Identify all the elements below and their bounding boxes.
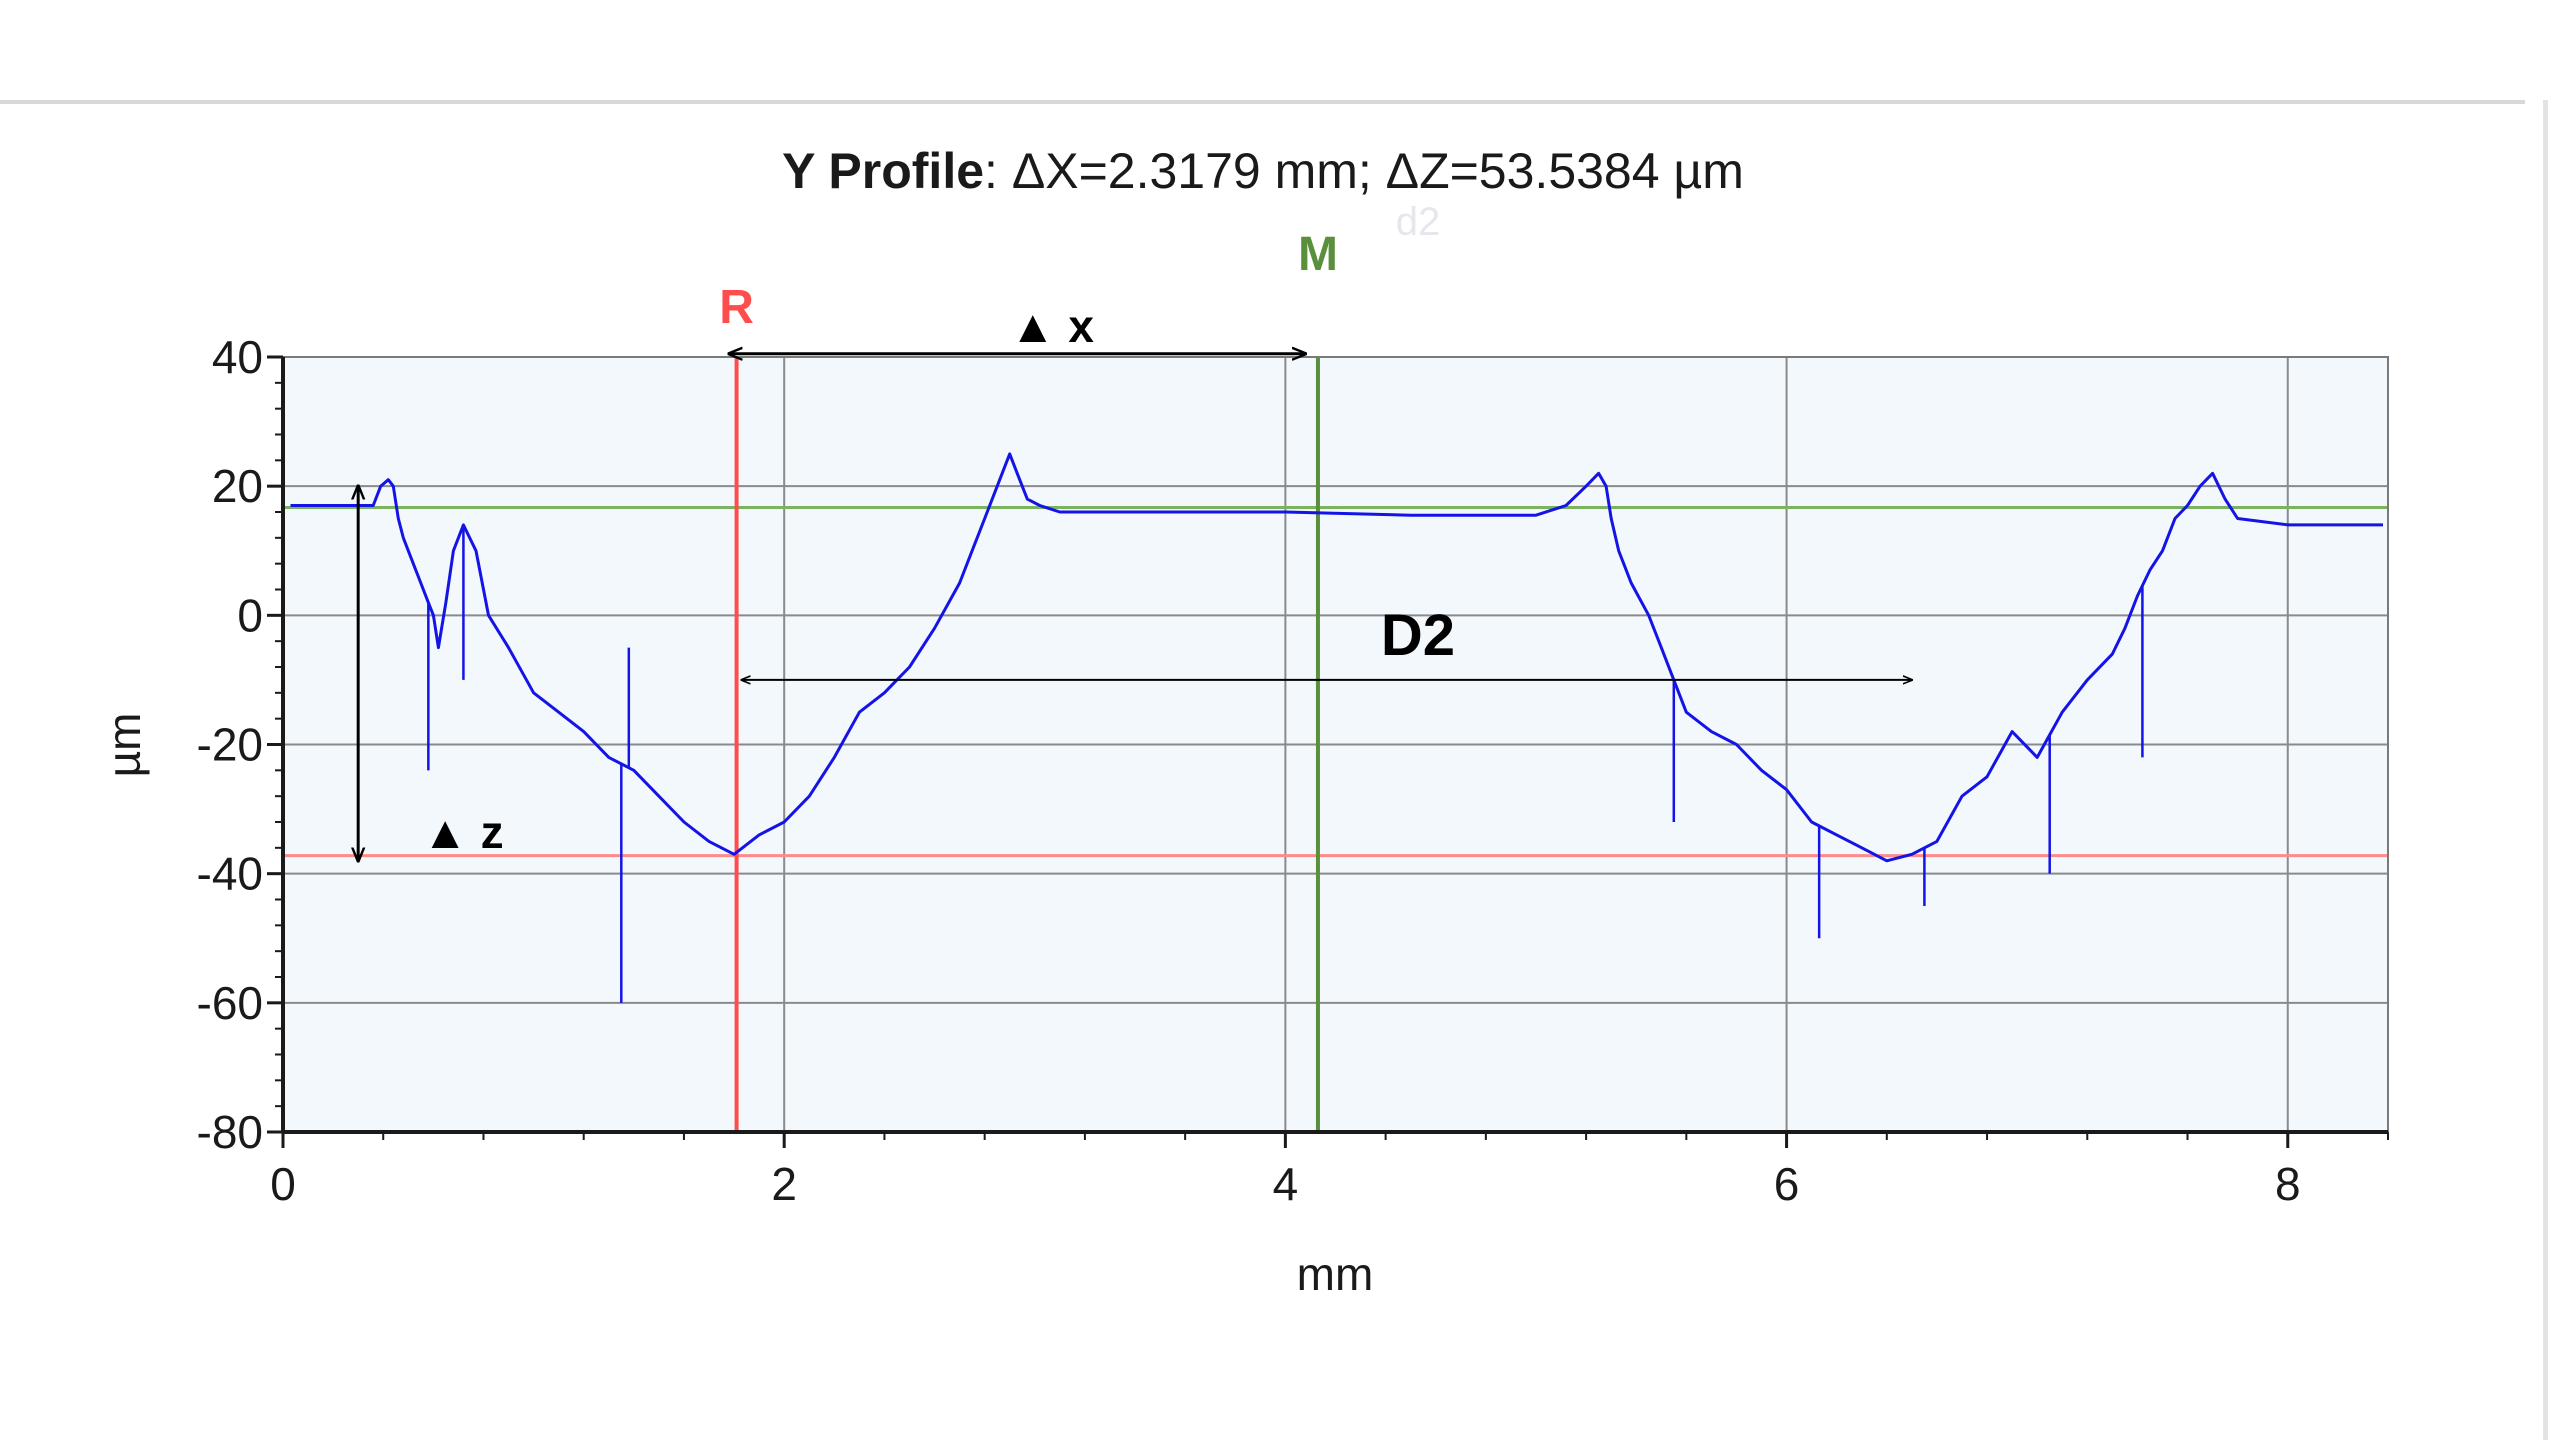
delta-z-label: ▲ z xyxy=(422,806,503,858)
x-tick-label-0: 0 xyxy=(270,1158,296,1210)
y-tick-label-1: -60 xyxy=(197,977,263,1029)
y-tick-label-4: 0 xyxy=(237,589,263,641)
series-group xyxy=(290,452,2383,1003)
chart-title-measurement: : ΔX=2.3179 mm; ΔZ=53.5384 µm xyxy=(984,143,1744,199)
y-tick-label-2: -40 xyxy=(197,848,263,900)
cursor-label-m: M xyxy=(1298,228,1338,281)
chart-title-main: Y Profile xyxy=(782,143,984,199)
x-tick-label-1: 2 xyxy=(771,1158,797,1210)
profile-series-line-0 xyxy=(290,452,2383,863)
x-tick-label-3: 6 xyxy=(1774,1158,1800,1210)
x-tick-label-2: 4 xyxy=(1273,1158,1299,1210)
annotations-group xyxy=(358,354,1912,861)
y-tick-label-3: -20 xyxy=(197,719,263,771)
delta-x-label: ▲ x xyxy=(1010,300,1094,352)
reference-lines-group: RM xyxy=(283,228,2388,1132)
cursor-label-r: R xyxy=(719,281,754,334)
right-divider xyxy=(2543,100,2548,1440)
x-tick-label-4: 8 xyxy=(2275,1158,2301,1210)
y-tick-label-6: 40 xyxy=(212,331,263,383)
y-tick-label-0: -80 xyxy=(197,1106,263,1158)
x-axis-label: mm xyxy=(1297,1248,1374,1300)
chart-title: Y Profile: ΔX=2.3179 mm; ΔZ=53.5384 µm xyxy=(782,143,1744,199)
d2-label: D2 xyxy=(1381,603,1455,668)
axes-group: -80 -60 -40 -20 0 20 40 0 2 4 6 8 xyxy=(197,331,2389,1210)
y-tick-label-5: 20 xyxy=(212,460,263,512)
faint-d2-label: d2 xyxy=(1396,200,1441,244)
top-divider xyxy=(0,100,2525,104)
y-axis-label: µm xyxy=(98,713,150,778)
